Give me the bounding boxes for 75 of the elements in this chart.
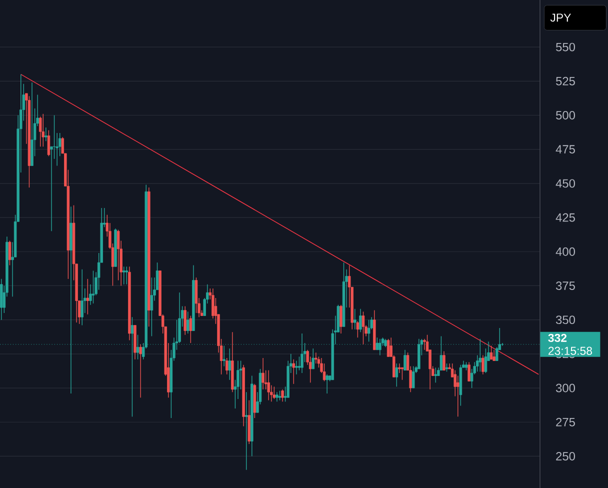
candlestick xyxy=(340,304,342,334)
candlestick xyxy=(386,338,390,358)
candlestick xyxy=(468,362,470,382)
candlestick xyxy=(194,277,198,314)
candlestick xyxy=(484,348,488,374)
y-tick-label: 500 xyxy=(556,111,576,120)
candlestick xyxy=(456,375,460,418)
candlestick xyxy=(139,344,142,398)
y-tick-label: 450 xyxy=(556,179,576,188)
candlestick xyxy=(276,392,278,402)
candlestick xyxy=(267,370,270,401)
candlestick xyxy=(47,130,50,157)
candlestick xyxy=(225,358,228,375)
candlestick xyxy=(412,366,415,388)
candlestick xyxy=(184,306,186,336)
candlestick xyxy=(442,350,446,371)
y-tick-label: 400 xyxy=(556,247,576,256)
candlestick xyxy=(125,266,128,285)
candlestick xyxy=(86,278,90,315)
candlestick xyxy=(186,311,190,334)
candlestick xyxy=(262,358,264,390)
candlestick xyxy=(244,392,248,470)
candlestick xyxy=(0,278,3,320)
candlestick xyxy=(400,367,404,380)
ref-line-label: 332 xyxy=(548,334,567,342)
candlestick xyxy=(298,356,301,371)
candlestick xyxy=(354,308,356,330)
text: 23:15:58 xyxy=(548,346,592,355)
candlestick xyxy=(404,349,406,371)
candlestick xyxy=(292,359,296,384)
y-tick-label: 275 xyxy=(556,418,575,426)
y-tick-label: 375 xyxy=(556,282,575,290)
y-axis-title: JPY xyxy=(550,14,571,22)
candlestick xyxy=(367,319,370,342)
candlestick xyxy=(44,127,48,142)
candlestick xyxy=(281,389,284,402)
candlestick xyxy=(136,334,140,360)
candlestick xyxy=(423,338,426,350)
candlestick xyxy=(38,116,42,147)
candlestick xyxy=(189,315,192,344)
y-tick-label: 425 xyxy=(556,213,575,222)
candlestick xyxy=(492,349,496,362)
candlestick xyxy=(150,277,154,337)
candlestick xyxy=(130,316,134,418)
candlestick xyxy=(395,363,398,388)
candlestick xyxy=(272,386,276,400)
candlestick xyxy=(228,348,232,380)
candlestick xyxy=(490,345,493,360)
candlestick xyxy=(278,390,282,401)
y-tick-label: 475 xyxy=(556,145,575,154)
candlestick xyxy=(434,367,437,383)
candlestick xyxy=(122,266,126,285)
candlestick xyxy=(80,269,84,326)
candlestick xyxy=(356,320,360,338)
candlestick xyxy=(362,311,365,345)
candlestick xyxy=(378,338,382,356)
candlestick xyxy=(8,240,12,266)
y-tick-label: 550 xyxy=(556,42,576,52)
y-tick-label: 525 xyxy=(556,76,575,86)
y-tick-label: 300 xyxy=(556,384,576,392)
candlestick xyxy=(295,360,298,375)
y-tick-label: 250 xyxy=(556,452,576,460)
candlestick xyxy=(326,374,328,394)
y-tick-label: 350 xyxy=(556,316,576,324)
candlestick xyxy=(92,270,95,304)
candlestick xyxy=(398,363,401,374)
candlestick xyxy=(42,114,45,147)
candlestick xyxy=(222,345,226,367)
candlestick xyxy=(312,348,315,370)
candlestick xyxy=(359,308,362,332)
candlestick xyxy=(314,352,318,364)
candlestick xyxy=(376,337,379,350)
candlestick xyxy=(300,333,304,374)
candlestick xyxy=(482,354,484,375)
candlestick xyxy=(495,346,498,362)
